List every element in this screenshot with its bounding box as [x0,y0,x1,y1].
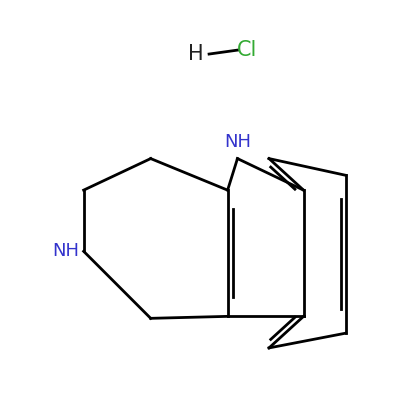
Text: NH: NH [53,242,80,260]
Text: NH: NH [224,134,251,152]
Text: Cl: Cl [237,40,258,60]
Text: H: H [188,44,204,64]
